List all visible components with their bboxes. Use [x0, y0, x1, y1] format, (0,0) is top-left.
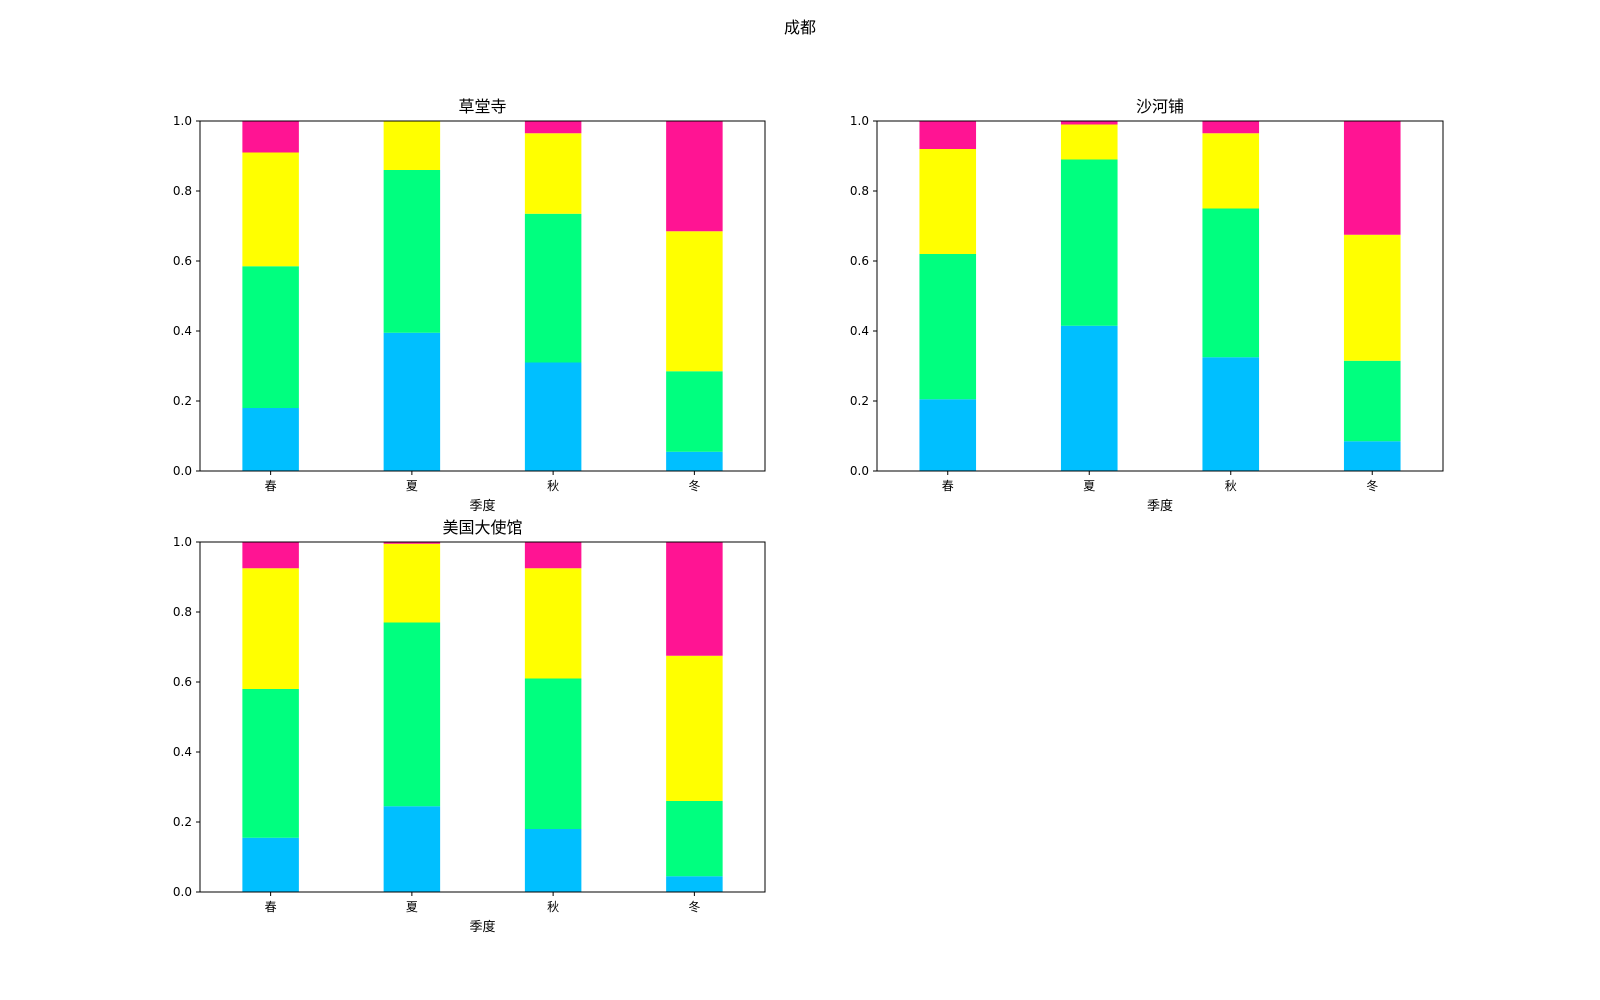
- bar-segment: [383, 542, 441, 544]
- bar-segment: [1060, 325, 1118, 471]
- axes-frame: [199, 541, 766, 893]
- bar-segment: [383, 170, 441, 333]
- bar-segment: [242, 121, 299, 153]
- chart-title: 美国大使馆: [442, 518, 522, 537]
- x-axis-label: 季度: [469, 919, 495, 935]
- bar-segment: [666, 231, 723, 372]
- bar-segment: [666, 801, 723, 877]
- y-tick-label: 1.0: [850, 114, 869, 128]
- bar-segment: [666, 451, 723, 471]
- x-tick-label: 夏: [1083, 479, 1095, 493]
- bar-segment: [1343, 234, 1401, 361]
- bar-segment: [1343, 121, 1401, 235]
- bar-segment: [242, 408, 299, 471]
- y-tick-label: 0.8: [173, 184, 192, 198]
- bar-segment: [524, 568, 582, 679]
- x-tick-label: 冬: [1366, 478, 1378, 493]
- x-axis-label: 季度: [1147, 498, 1173, 514]
- y-tick-label: 0.4: [173, 745, 192, 759]
- axes-frame: [876, 120, 1444, 472]
- bar-segment: [383, 332, 441, 471]
- bar-segment: [1202, 121, 1260, 134]
- bar-segment: [666, 542, 723, 656]
- bar-segment: [524, 829, 582, 892]
- y-tick-label: 0.4: [850, 324, 869, 338]
- x-tick-label: 夏: [406, 900, 418, 914]
- bar-segment: [919, 399, 977, 471]
- bar-segment: [242, 837, 299, 892]
- bar-segment: [524, 213, 582, 363]
- bar-segment: [1060, 121, 1118, 125]
- bar-segment: [524, 678, 582, 829]
- chart-panels: 0.00.20.40.60.81.0春夏秋冬草堂寺季度0.00.20.40.60…: [173, 97, 1444, 935]
- x-tick-label: 秋: [547, 900, 559, 914]
- bar-segment: [666, 371, 723, 452]
- y-tick-label: 0.6: [173, 254, 192, 268]
- bar-segment: [524, 121, 582, 134]
- chart-title: 草堂寺: [458, 97, 506, 116]
- bar-segment: [919, 149, 977, 254]
- y-tick-label: 1.0: [173, 535, 192, 549]
- x-axis-label: 季度: [469, 498, 495, 514]
- bar-segment: [242, 542, 299, 569]
- bar-segment: [1202, 357, 1260, 471]
- bar-segment: [524, 362, 582, 471]
- bar-segment: [1202, 133, 1260, 209]
- bar-segment: [1060, 124, 1118, 160]
- y-tick-label: 0.6: [173, 675, 192, 689]
- bar-segment: [383, 121, 441, 170]
- x-tick-label: 春: [265, 479, 277, 493]
- bar-segment: [1343, 441, 1401, 471]
- bar-segment: [1202, 208, 1260, 358]
- y-tick-label: 0.8: [173, 605, 192, 619]
- y-tick-label: 0.0: [173, 885, 192, 899]
- y-tick-label: 0.8: [850, 184, 869, 198]
- y-tick-label: 0.2: [173, 394, 192, 408]
- bar-segment: [524, 542, 582, 569]
- y-tick-label: 0.2: [850, 394, 869, 408]
- x-tick-label: 春: [942, 479, 954, 493]
- y-tick-label: 0.4: [173, 324, 192, 338]
- y-tick-label: 0.0: [850, 464, 869, 478]
- bar-segment: [1060, 159, 1118, 326]
- bar-segment: [919, 121, 977, 149]
- x-tick-label: 冬: [688, 899, 700, 914]
- bar-segment: [242, 568, 299, 689]
- chart-title: 沙河铺: [1136, 97, 1184, 116]
- x-tick-label: 秋: [1225, 479, 1237, 493]
- x-tick-label: 夏: [406, 479, 418, 493]
- x-tick-label: 冬: [688, 478, 700, 493]
- bar-segment: [383, 806, 441, 892]
- bar-segment: [666, 655, 723, 801]
- bar-segment: [242, 152, 299, 267]
- y-tick-label: 1.0: [173, 114, 192, 128]
- y-tick-label: 0.0: [173, 464, 192, 478]
- y-tick-label: 0.6: [850, 254, 869, 268]
- bar-segment: [383, 543, 441, 623]
- bar-segment: [666, 121, 723, 232]
- x-tick-label: 春: [265, 900, 277, 914]
- axes-frame: [199, 120, 766, 472]
- y-tick-label: 0.2: [173, 815, 192, 829]
- bar-segment: [524, 133, 582, 214]
- bar-segment: [1343, 360, 1401, 442]
- bar-segment: [383, 622, 441, 807]
- bar-segment: [242, 266, 299, 408]
- bar-segment: [666, 876, 723, 892]
- bar-segment: [919, 254, 977, 400]
- bar-segment: [242, 689, 299, 838]
- figure-title: 成都: [784, 18, 816, 37]
- x-tick-label: 秋: [547, 479, 559, 493]
